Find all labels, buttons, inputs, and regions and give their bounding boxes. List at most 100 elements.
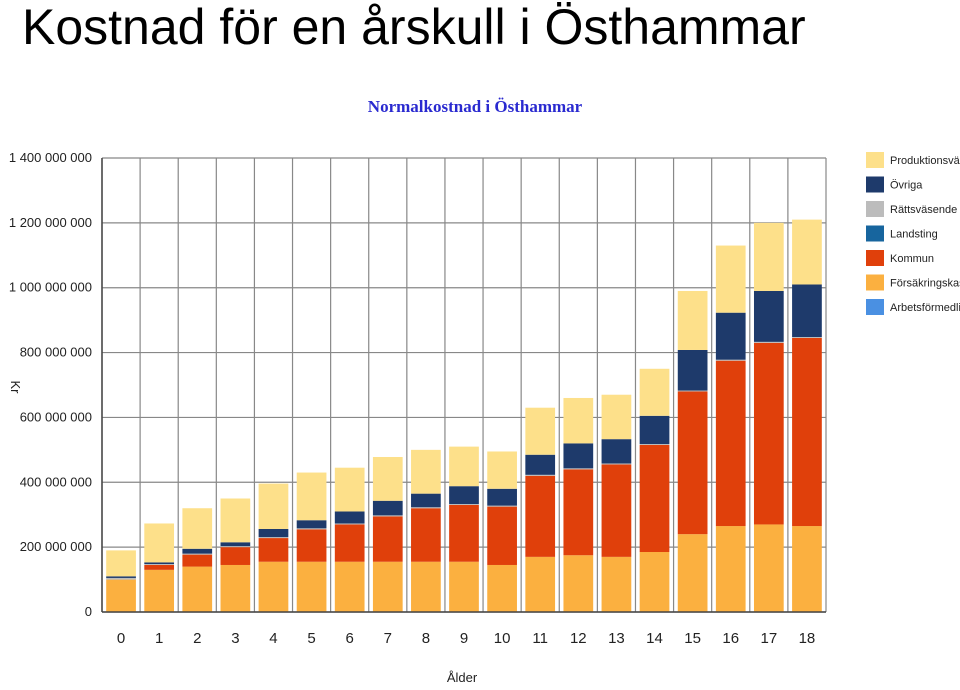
bar-segment xyxy=(449,486,479,505)
bar-segment xyxy=(677,390,708,392)
y-axis-label: Kr xyxy=(8,381,23,395)
y-tick-label: 200 000 000 xyxy=(20,539,92,554)
legend-label: Kommun xyxy=(890,253,934,265)
x-tick-label: 13 xyxy=(608,630,625,647)
bar-segment xyxy=(563,397,594,444)
bar-segment xyxy=(144,523,175,563)
bar-segment xyxy=(411,449,441,494)
bar-segment xyxy=(563,555,594,612)
y-tick-label: 800 000 000 xyxy=(20,345,92,360)
bar-segment xyxy=(563,469,594,556)
bar-segment xyxy=(220,547,251,565)
bar-segment xyxy=(715,526,746,612)
x-tick-label: 1 xyxy=(155,630,163,647)
bar-segment xyxy=(715,360,746,527)
bar-segment xyxy=(487,506,517,565)
bar-segment xyxy=(106,576,136,578)
legend: Produktionsvärde Övriga Rättsväsende Landst… xyxy=(866,152,960,315)
y-tick-label: 400 000 000 xyxy=(20,474,92,489)
bar-segment xyxy=(144,564,175,570)
bar-segment xyxy=(525,475,556,557)
y-tick-label: 1 400 000 000 xyxy=(9,150,92,165)
bars-group xyxy=(106,219,822,612)
x-tick-label: 16 xyxy=(722,630,739,647)
bar-segment xyxy=(487,488,517,506)
x-tick-label: 5 xyxy=(307,630,315,647)
bar-segment xyxy=(715,245,746,313)
bar-segment xyxy=(372,561,403,612)
bar-segment xyxy=(601,556,632,612)
bar-segment xyxy=(677,349,708,391)
bar-segment xyxy=(258,483,289,529)
bar-segment xyxy=(372,456,403,501)
x-tick-label: 12 xyxy=(570,630,587,647)
bar-segment xyxy=(715,312,746,360)
bar-segment xyxy=(411,561,441,612)
y-tick-label: 600 000 000 xyxy=(20,409,92,424)
bar-segment xyxy=(334,561,365,612)
x-tick-label: 11 xyxy=(532,630,548,647)
legend-swatch xyxy=(866,152,884,168)
legend-label: Rättsväsende xyxy=(890,204,957,216)
bar-segment xyxy=(487,564,517,612)
x-tick-label: 14 xyxy=(646,630,663,647)
bar-segment xyxy=(372,515,403,517)
axes xyxy=(101,158,826,613)
y-tick-labels: 0 200 000 000 400 000 000 600 000 000 800 00… xyxy=(9,150,92,619)
legend-label: Försäkringskassa xyxy=(890,278,960,290)
bar-segment xyxy=(639,415,670,445)
legend-label: Produktionsvärde xyxy=(890,155,960,167)
x-tick-label: 17 xyxy=(760,630,777,647)
bar-segment xyxy=(144,569,175,612)
bar-segment xyxy=(182,566,213,612)
bar-segment xyxy=(296,529,327,562)
bar-segment xyxy=(677,290,708,350)
x-tick-label: 7 xyxy=(384,630,392,647)
x-axis-label: Ålder xyxy=(447,670,478,685)
bar-segment xyxy=(296,472,327,521)
x-tick-label: 3 xyxy=(231,630,239,647)
bar-segment xyxy=(449,561,479,612)
bar-segment xyxy=(106,550,136,577)
bar-segment xyxy=(601,463,632,465)
bar-segment xyxy=(411,493,441,508)
bar-segment xyxy=(334,467,365,512)
bar-segment xyxy=(753,341,784,343)
bar-segment xyxy=(411,507,441,509)
y-tick-label: 1 000 000 000 xyxy=(9,280,92,295)
x-tick-label: 10 xyxy=(494,630,511,647)
bar-segment xyxy=(753,290,784,342)
y-tick-label: 1 200 000 000 xyxy=(9,215,92,230)
x-tick-label: 8 xyxy=(422,630,430,647)
legend-label: Övriga xyxy=(890,180,923,192)
bar-segment xyxy=(296,528,327,530)
bar-segment xyxy=(220,546,251,548)
legend-swatch xyxy=(866,250,884,266)
bar-segment xyxy=(411,508,441,562)
bar-segment xyxy=(220,564,251,612)
x-tick-label: 4 xyxy=(269,630,277,647)
bar-segment xyxy=(334,523,365,525)
bar-segment xyxy=(715,359,746,361)
bar-segment xyxy=(296,561,327,612)
bar-segment xyxy=(792,284,822,338)
bar-segment xyxy=(296,520,327,529)
bar-segment xyxy=(106,577,136,580)
bar-segment xyxy=(372,516,403,562)
bar-segment xyxy=(449,504,479,505)
x-tick-label: 6 xyxy=(346,630,354,647)
slide-title: Kostnad för en årskull i Östhammar xyxy=(22,0,806,55)
bar-segment xyxy=(449,446,479,487)
bar-segment xyxy=(563,443,594,469)
bar-segment xyxy=(258,528,289,538)
chart-title: Normalkostnad i Östhammar xyxy=(368,97,583,116)
x-tick-label: 0 xyxy=(117,630,125,647)
bar-segment xyxy=(487,451,517,489)
bar-segment xyxy=(601,394,632,440)
bar-segment xyxy=(182,508,213,549)
bar-segment xyxy=(525,474,556,476)
bar-segment xyxy=(182,553,213,555)
bar-segment xyxy=(525,454,556,475)
bar-segment xyxy=(258,561,289,612)
bar-segment xyxy=(792,526,822,612)
